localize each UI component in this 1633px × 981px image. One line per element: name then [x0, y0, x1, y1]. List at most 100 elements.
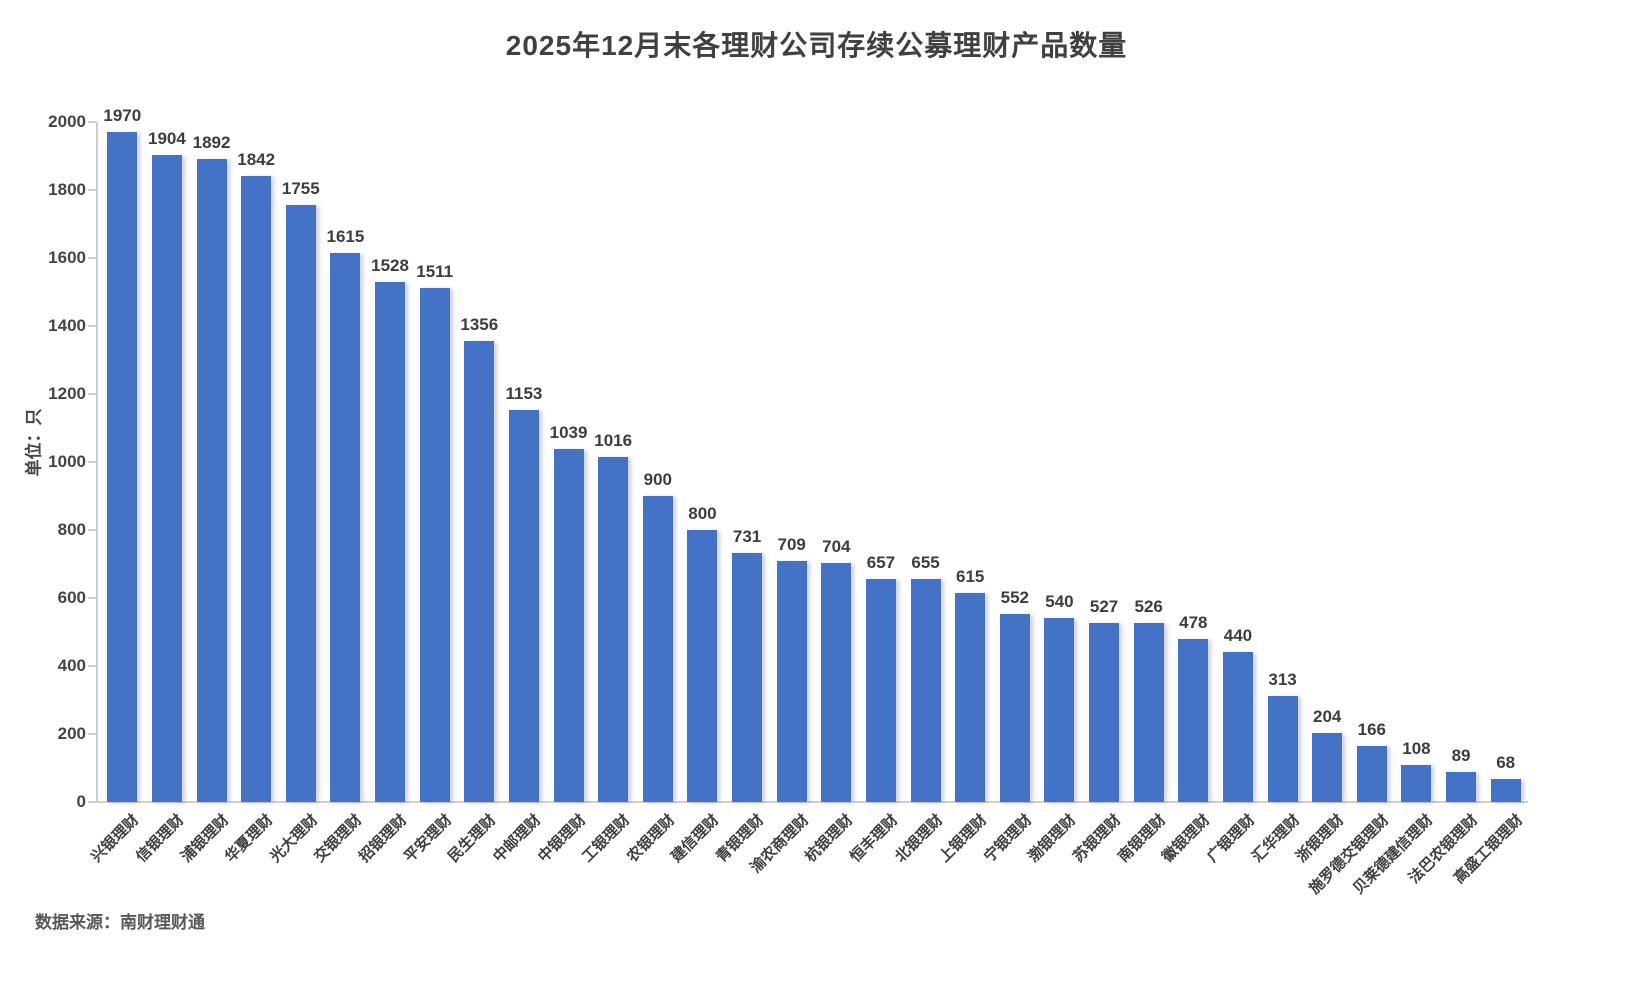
- y-tick-label: 0: [76, 792, 86, 811]
- x-axis-label: 恒丰理财: [846, 811, 902, 866]
- bar: [241, 175, 272, 802]
- y-axis-line: [96, 122, 98, 802]
- bar: [1089, 622, 1120, 802]
- bar-value-label: 657: [866, 552, 896, 572]
- bar: [821, 562, 852, 802]
- bar-value-label: 615: [956, 566, 985, 586]
- x-axis-label: 工银理财: [579, 811, 634, 866]
- bar: [1222, 652, 1253, 802]
- y-tick-mark: [88, 393, 96, 395]
- y-tick-label: 1600: [48, 248, 86, 267]
- y-tick-label: 400: [57, 656, 86, 675]
- bar-value-label: 1615: [326, 226, 365, 246]
- x-axis-label: 北银理财: [891, 811, 946, 866]
- bar: [553, 448, 584, 802]
- bar-value-label: 1511: [416, 262, 454, 282]
- bar: [1044, 618, 1075, 802]
- x-axis-label: 中银理财: [534, 811, 589, 866]
- bar-value-label: 204: [1313, 706, 1342, 726]
- bar: [776, 560, 807, 802]
- x-axis-label: 上银理财: [936, 811, 991, 866]
- x-axis-label: 光大理财: [266, 811, 322, 866]
- x-axis-label: 广银理财: [1203, 811, 1259, 866]
- y-tick-mark: [88, 257, 96, 259]
- bar-value-label: 1755: [281, 179, 320, 199]
- bar: [1178, 639, 1209, 802]
- bar: [419, 288, 450, 802]
- x-axis-line: [94, 801, 1528, 803]
- x-axis-label: 宁银理财: [980, 811, 1036, 866]
- bar-value-label: 68: [1496, 752, 1516, 772]
- bar-value-label: 655: [911, 553, 940, 573]
- chart-title: 2025年12月末各理财公司存续公募理财产品数量: [505, 30, 1128, 61]
- bar-value-label: 1892: [192, 132, 231, 152]
- x-axis-label: 信银理财: [132, 811, 188, 866]
- y-tick-label: 1400: [48, 316, 86, 335]
- bar: [1446, 771, 1477, 802]
- bar: [598, 456, 629, 802]
- bar-value-label: 1356: [460, 314, 499, 334]
- bar: [1133, 623, 1164, 802]
- bar: [375, 282, 406, 802]
- bar-value-label: 89: [1451, 745, 1471, 765]
- y-tick-mark: [88, 121, 96, 123]
- bar-value-label: 478: [1179, 613, 1208, 633]
- bar: [1356, 745, 1387, 802]
- bar: [910, 579, 941, 802]
- x-axis-label: 徽银理财: [1159, 811, 1214, 866]
- bar: [642, 496, 673, 802]
- y-tick-mark: [88, 733, 96, 735]
- bar: [107, 132, 138, 802]
- bar-value-label: 1842: [237, 149, 276, 169]
- x-axis-label: 华夏理财: [222, 811, 277, 866]
- data-source: 数据来源：南财理财通: [35, 913, 205, 932]
- bar: [508, 409, 539, 802]
- bar-value-label: 704: [822, 536, 851, 556]
- bar-value-label: 1016: [594, 430, 633, 450]
- y-tick-label: 600: [57, 588, 86, 607]
- x-axis-label: 建信理财: [668, 811, 723, 866]
- y-tick-label: 800: [57, 520, 86, 539]
- bar: [732, 553, 763, 802]
- bar: [464, 340, 495, 802]
- bar-value-label: 1039: [549, 422, 588, 442]
- bar-value-label: 552: [1000, 588, 1029, 608]
- y-tick-label: 2000: [48, 112, 86, 131]
- x-axis-label: 平安理财: [400, 811, 456, 866]
- bar: [1401, 765, 1432, 802]
- x-axis-label: 汇华理财: [1248, 811, 1303, 866]
- y-tick-mark: [88, 529, 96, 531]
- y-tick-mark: [88, 597, 96, 599]
- bar: [1490, 778, 1521, 802]
- bar-value-label: 1153: [505, 383, 543, 403]
- bar: [196, 158, 227, 802]
- x-axis-label: 招银理财: [355, 811, 411, 866]
- x-axis-label: 渤银理财: [1025, 811, 1080, 866]
- bar: [955, 592, 986, 802]
- bar-value-label: 526: [1134, 597, 1163, 617]
- bar-value-label: 800: [688, 504, 717, 523]
- x-axis-label: 民生理财: [445, 811, 500, 866]
- bar-value-label: 313: [1268, 669, 1297, 689]
- y-tick-mark: [88, 461, 96, 463]
- bar-value-label: 731: [732, 527, 762, 547]
- x-axis-label: 南银理财: [1114, 811, 1170, 866]
- y-tick-mark: [88, 189, 96, 191]
- y-tick-mark: [88, 325, 96, 327]
- bar-value-label: 440: [1223, 626, 1253, 646]
- y-tick-mark: [88, 665, 96, 667]
- bar-value-label: 1528: [371, 256, 409, 276]
- x-axis-label: 杭银理财: [802, 811, 857, 866]
- x-axis-label: 兴银理财: [88, 811, 143, 866]
- bar: [999, 614, 1030, 802]
- bar-value-label: 1904: [148, 128, 186, 148]
- bar: [151, 154, 182, 802]
- y-tick-label: 200: [57, 724, 86, 743]
- y-tick-label: 1200: [48, 384, 86, 403]
- bar: [1267, 695, 1298, 802]
- bar: [687, 530, 718, 802]
- x-axis-label: 交银理财: [311, 811, 366, 866]
- bar: [1312, 732, 1343, 802]
- x-axis-label: 浦银理财: [177, 811, 232, 866]
